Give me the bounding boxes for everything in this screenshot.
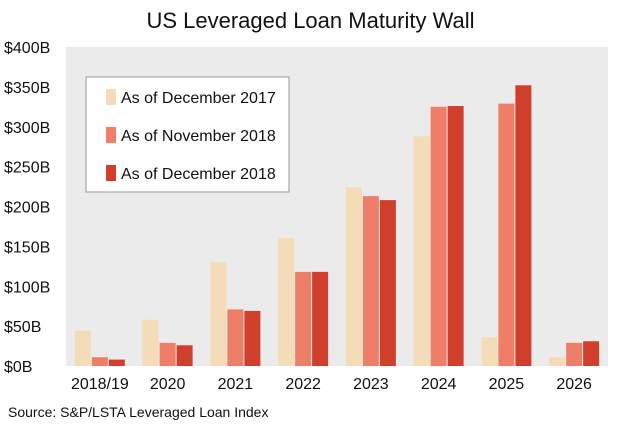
- source-note: Source: S&P/LSTA Leveraged Loan Index: [8, 404, 269, 420]
- y-tick-label: $100B: [4, 279, 50, 296]
- bar: [515, 85, 532, 366]
- x-tick-label: 2022: [285, 376, 321, 393]
- x-axis: 2018/19 2020 2021 2022 2023 2024 2025 2026: [71, 376, 592, 393]
- bar: [91, 357, 108, 366]
- x-tick-label: 2024: [421, 376, 457, 393]
- x-tick-label: 2021: [218, 376, 254, 393]
- bar: [159, 342, 176, 366]
- legend-label: As of December 2017: [121, 90, 276, 107]
- y-tick-label: $50B: [4, 319, 41, 336]
- bar: [481, 337, 498, 366]
- bar: [278, 238, 295, 366]
- bar: [312, 271, 329, 366]
- legend-box: [85, 76, 290, 193]
- y-tick-label: $200B: [4, 200, 50, 217]
- x-tick-label: 2020: [150, 376, 186, 393]
- bar: [379, 200, 396, 366]
- x-tick-label: 2026: [556, 376, 592, 393]
- bar: [74, 330, 91, 366]
- y-tick-label: $0B: [4, 359, 32, 376]
- bar: [447, 106, 464, 366]
- bar: [295, 271, 312, 366]
- bar: [566, 342, 583, 366]
- bar: [430, 106, 447, 366]
- legend-swatch: [106, 165, 116, 181]
- x-tick-label: 2023: [353, 376, 389, 393]
- chart-title: US Leveraged Loan Maturity Wall: [146, 8, 475, 33]
- bar: [210, 262, 227, 366]
- bars: [74, 85, 600, 366]
- bar: [176, 345, 193, 366]
- bar: [413, 136, 430, 366]
- legend-swatch: [106, 89, 116, 105]
- bar: [108, 359, 125, 366]
- legend-label: As of November 2018: [121, 128, 276, 145]
- x-tick-label: 2025: [489, 376, 525, 393]
- bar: [142, 319, 159, 366]
- bar: [583, 341, 600, 366]
- bar: [244, 310, 261, 366]
- bar: [549, 357, 566, 366]
- y-axis: $0B $50B $100B $150B $200B $250B $300B $350B $40…: [4, 40, 50, 376]
- legend-label: As of December 2018: [121, 166, 276, 183]
- legend: As of December 2017 As of November 2018 As…: [85, 76, 290, 193]
- y-tick-label: $150B: [4, 239, 50, 256]
- bar: [498, 103, 515, 366]
- legend-swatch: [106, 127, 116, 143]
- bar: [227, 309, 244, 366]
- y-tick-label: $250B: [4, 160, 50, 177]
- y-tick-label: $350B: [4, 80, 50, 97]
- y-tick-label: $300B: [4, 120, 50, 137]
- bar: [362, 196, 379, 366]
- y-tick-label: $400B: [4, 40, 50, 57]
- x-tick-label: 2018/19: [71, 376, 129, 393]
- bar: [345, 187, 362, 366]
